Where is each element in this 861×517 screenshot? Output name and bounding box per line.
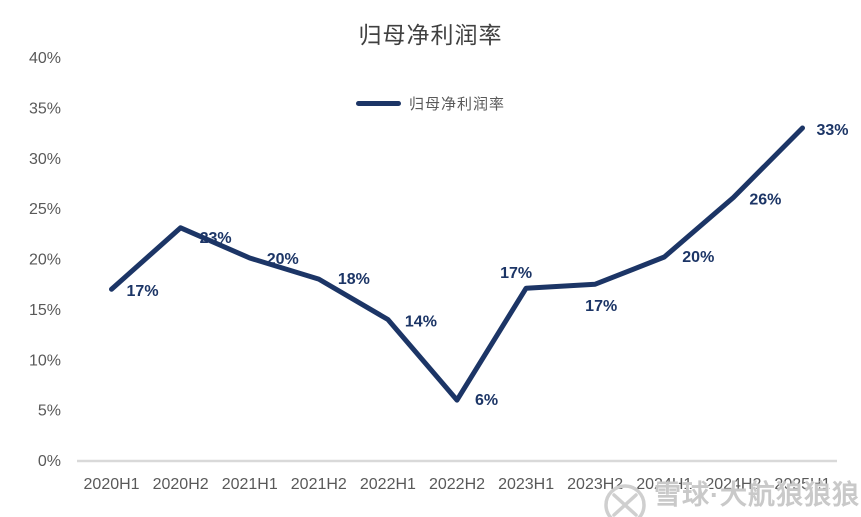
x-tick-label: 2020H2 [153,476,209,493]
data-label: 26% [749,192,781,209]
x-tick-label: 2024H2 [705,476,761,493]
legend-label: 归母净利润率 [408,96,505,113]
data-label: 18% [338,271,370,288]
x-tick-label: 2025H1 [774,476,830,493]
x-tick-label: 2023H1 [498,476,554,493]
x-tick-label: 2020H1 [84,476,140,493]
y-tick-label: 25% [29,201,61,218]
x-tick-label: 2022H1 [360,476,416,493]
data-label: 20% [267,251,299,268]
y-tick-label: 15% [29,302,61,319]
data-label: 17% [500,265,532,282]
data-label: 33% [816,122,848,139]
data-label: 23% [200,230,232,247]
series-polyline [109,125,805,403]
data-label: 20% [682,249,714,266]
y-tick-label: 10% [29,352,61,369]
y-tick-label: 40% [29,50,61,67]
y-tick-label: 35% [29,100,61,117]
x-tick-label: 2023H2 [567,476,623,493]
y-tick-label: 5% [38,403,61,420]
data-label: 6% [475,392,498,409]
chart-title: 归母净利润率 [358,22,503,48]
x-tick-label: 2024H1 [636,476,692,493]
data-label: 17% [585,298,617,315]
legend: 归母净利润率 [0,93,861,114]
x-tick-label: 2021H1 [222,476,278,493]
data-label: 14% [405,313,437,330]
y-tick-label: 20% [29,252,61,269]
y-tick-label: 30% [29,151,61,168]
legend-line-swatch [355,101,401,106]
x-tick-label: 2021H2 [291,476,347,493]
x-tick-label: 2022H2 [429,476,485,493]
data-label: 17% [127,283,159,300]
y-tick-label: 0% [38,453,61,470]
